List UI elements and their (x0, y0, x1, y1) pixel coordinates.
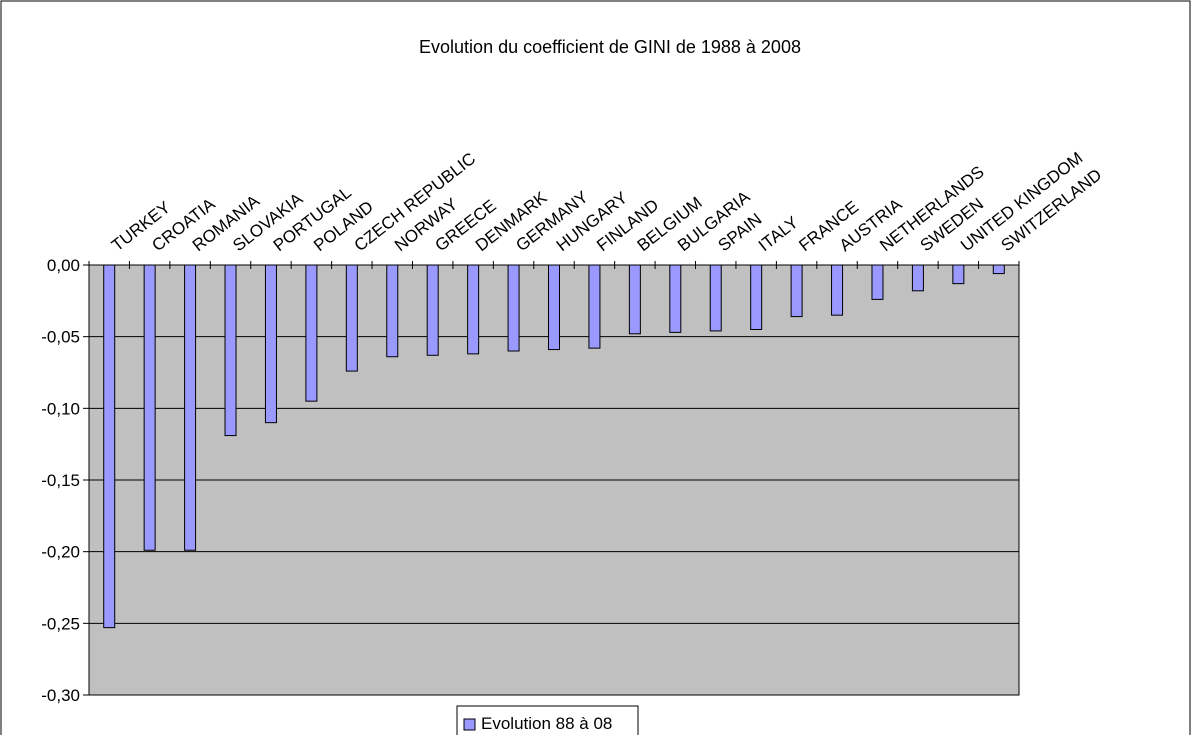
bar (790, 264, 803, 318)
y-tick-label: -0,30 (41, 686, 80, 705)
bar (588, 264, 601, 349)
legend-box (456, 705, 639, 740)
bar (143, 264, 156, 551)
bar (628, 264, 641, 335)
bar (426, 264, 439, 356)
bar (831, 264, 844, 316)
y-tick-label: -0,05 (41, 328, 80, 347)
bar (184, 264, 197, 551)
bar (224, 264, 237, 437)
y-tick-label: 0,00 (47, 256, 80, 275)
bar (548, 264, 560, 351)
legend: Evolution 88 à 08 (456, 705, 639, 740)
bar (871, 264, 884, 300)
bar (709, 264, 722, 332)
bar (345, 264, 358, 372)
bar (669, 264, 682, 333)
bar (911, 264, 924, 292)
bar (103, 264, 116, 629)
bar (467, 264, 480, 355)
bar (386, 264, 399, 358)
y-tick-label: -0,15 (41, 471, 80, 490)
x-axis (88, 261, 1020, 269)
y-axis: 0,00 -0,05 -0,10 -0,15 -0,20 -0,25 -0,30 (41, 256, 90, 705)
bar (305, 264, 318, 402)
chart-title: Evolution du coefficient de GINI de 1988… (419, 37, 801, 57)
y-tick-label: -0,20 (41, 543, 80, 562)
legend-label: Evolution 88 à 08 (481, 714, 612, 733)
bar (507, 264, 520, 352)
bar (952, 264, 965, 285)
y-tick-label: -0,10 (41, 399, 80, 418)
bar (264, 264, 277, 424)
bar (992, 264, 1005, 275)
bar (750, 264, 763, 330)
legend-swatch (463, 718, 476, 731)
y-tick-label: -0,25 (41, 614, 80, 633)
